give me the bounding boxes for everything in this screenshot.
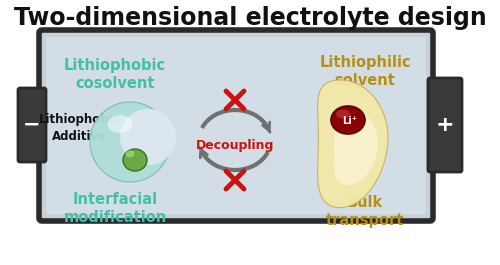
- Text: Bulk
transport: Bulk transport: [326, 195, 404, 228]
- Text: +: +: [436, 115, 454, 135]
- Text: Interfacial
modification: Interfacial modification: [64, 192, 166, 225]
- Ellipse shape: [126, 151, 134, 157]
- Text: Li⁺: Li⁺: [342, 116, 357, 126]
- Ellipse shape: [336, 109, 350, 118]
- FancyBboxPatch shape: [39, 30, 433, 221]
- Polygon shape: [90, 102, 170, 182]
- Text: Lithiophilic
solvent: Lithiophilic solvent: [319, 55, 411, 88]
- Text: Decoupling: Decoupling: [196, 139, 274, 152]
- FancyBboxPatch shape: [18, 88, 46, 162]
- Text: Lithiophobic
cosolvent: Lithiophobic cosolvent: [64, 58, 166, 91]
- Ellipse shape: [331, 106, 365, 134]
- Polygon shape: [318, 80, 388, 207]
- Ellipse shape: [108, 115, 132, 133]
- FancyBboxPatch shape: [428, 78, 462, 172]
- FancyBboxPatch shape: [46, 37, 426, 214]
- Ellipse shape: [123, 149, 147, 171]
- Text: Two-dimensional electrolyte design: Two-dimensional electrolyte design: [14, 6, 486, 30]
- Text: −: −: [23, 115, 41, 135]
- Polygon shape: [120, 109, 176, 165]
- Polygon shape: [334, 108, 378, 185]
- Text: Lithiophobic
Additive: Lithiophobic Additive: [39, 113, 121, 143]
